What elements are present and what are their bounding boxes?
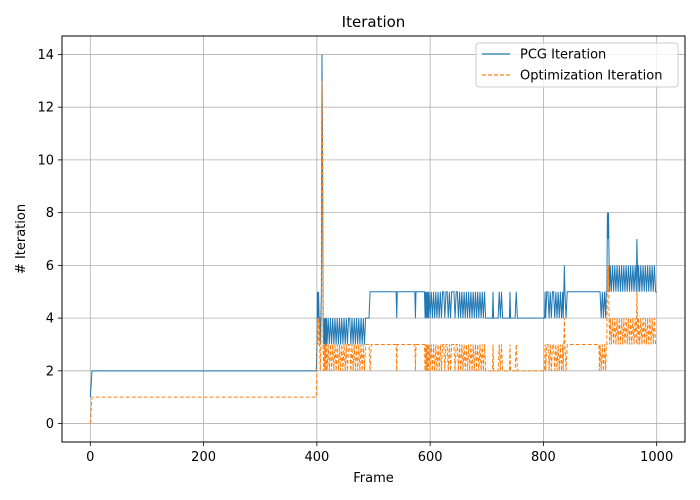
y-tick-label: 10	[37, 153, 54, 168]
y-tick-label: 4	[46, 312, 54, 327]
plot-area-frame	[61, 35, 686, 443]
legend-box	[475, 42, 679, 88]
series-line-pcg	[89, 54, 657, 398]
x-tick-label: 800	[531, 450, 556, 465]
x-axis-label: Frame	[353, 471, 394, 486]
y-tick-label: 0	[46, 417, 54, 432]
x-tick-label: 600	[418, 450, 443, 465]
x-tick-label: 0	[86, 450, 94, 465]
axis-ticks: 0 200 400 600 800 1000 0 2 4 6 8 10 12 14	[37, 48, 673, 465]
x-tick-label: 400	[304, 450, 329, 465]
y-tick-label: 6	[46, 259, 54, 274]
y-axis-label: # Iteration	[14, 204, 29, 274]
series-line-optimization	[89, 80, 657, 424]
chart-title: Iteration	[342, 13, 406, 31]
y-tick-label: 12	[37, 101, 54, 116]
legend-label-optimization: Optimization Iteration	[520, 69, 662, 84]
legend-label-pcg: PCG Iteration	[520, 48, 606, 63]
x-tick-label: 1000	[640, 450, 673, 465]
y-tick-label: 14	[37, 48, 54, 63]
legend: PCG Iteration Optimization Iteration	[475, 42, 679, 88]
x-tick-label: 200	[191, 450, 216, 465]
y-tick-label: 8	[46, 206, 54, 221]
series-group	[89, 54, 657, 424]
y-tick-label: 2	[46, 364, 54, 379]
